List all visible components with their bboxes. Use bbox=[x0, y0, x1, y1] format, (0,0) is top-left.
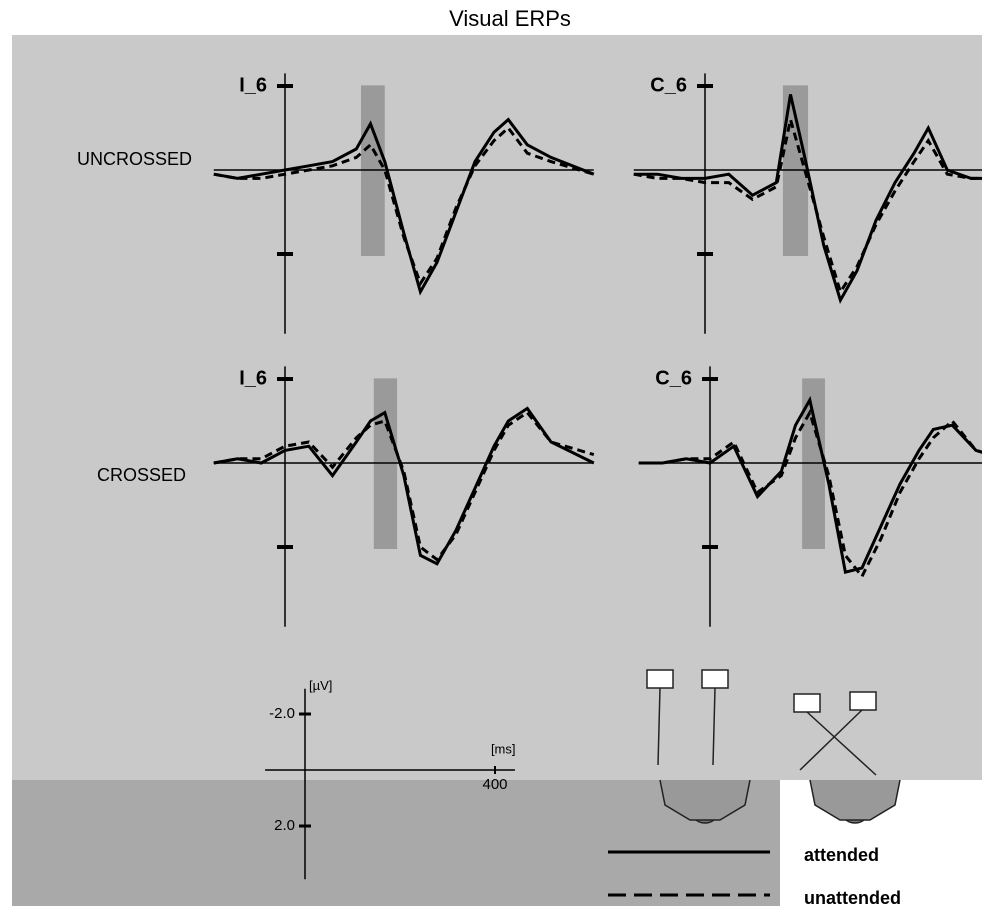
erp-line bbox=[213, 117, 595, 296]
row-label: CROSSED bbox=[97, 465, 186, 485]
panel-title: I_6 bbox=[239, 367, 267, 389]
scale-y-tick-label: -2.0 bbox=[269, 705, 295, 722]
row-label: UNCROSSED bbox=[77, 149, 192, 169]
scale-x-tick-label: 400 bbox=[482, 776, 507, 793]
panel-title: I_6 bbox=[239, 74, 267, 96]
panel-title: C_6 bbox=[655, 367, 692, 389]
scale-y-tick-label: 2.0 bbox=[274, 817, 295, 834]
erp-line bbox=[213, 125, 595, 287]
scale-x-label: [ms] bbox=[491, 741, 516, 756]
panel-title: C_6 bbox=[650, 74, 687, 96]
lower-background bbox=[12, 780, 780, 906]
erp-line bbox=[213, 410, 595, 562]
scale-y-label: [µV] bbox=[309, 678, 332, 693]
erp-line bbox=[638, 408, 982, 580]
erp-line bbox=[633, 94, 982, 304]
legend-label: unattended bbox=[804, 888, 901, 906]
figure-title: Visual ERPs bbox=[449, 6, 571, 31]
panel-background bbox=[12, 35, 982, 780]
erp-line bbox=[633, 119, 982, 296]
setup-illustration bbox=[646, 669, 901, 824]
legend-label: attended bbox=[804, 845, 879, 865]
erp-line bbox=[638, 395, 982, 575]
